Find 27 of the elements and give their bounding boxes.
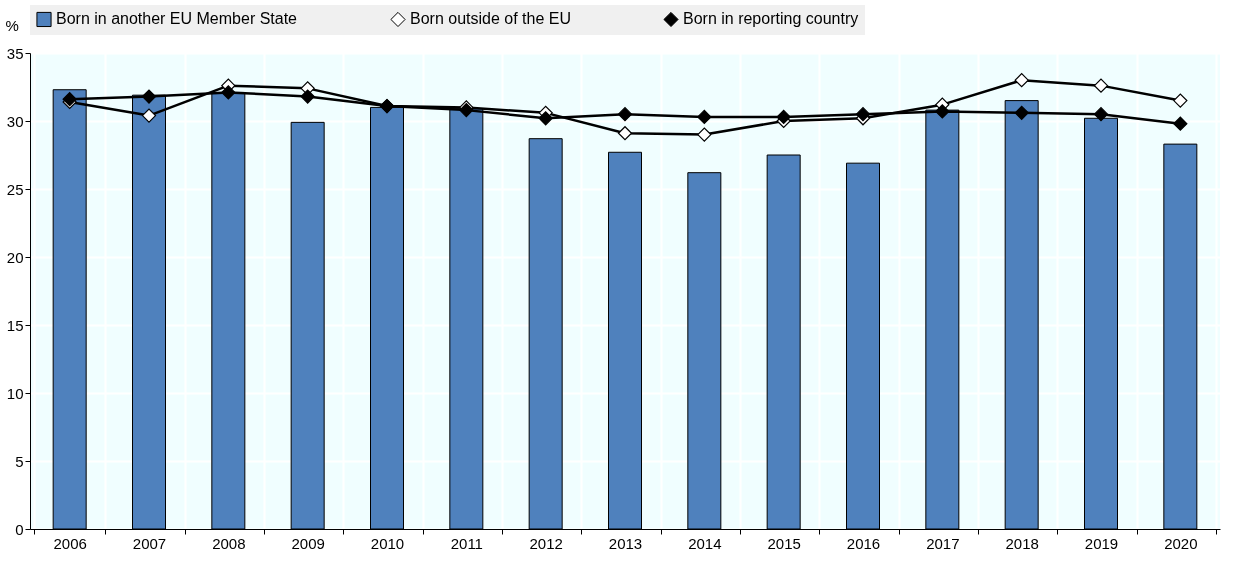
- x-tick-label: 2010: [370, 534, 405, 552]
- x-tick-label: 2008: [212, 534, 246, 552]
- y-tick-label: 0: [15, 520, 24, 538]
- x-tick-label: 2006: [53, 534, 87, 552]
- y-tick-label: 15: [6, 316, 24, 334]
- legend-label: Born in another EU Member State: [56, 10, 298, 28]
- x-tick-label: 2016: [846, 534, 881, 552]
- x-tick-label: 2011: [450, 534, 483, 552]
- x-tick-label: 2013: [608, 534, 643, 552]
- x-tick-label: 2020: [1164, 534, 1198, 552]
- y-tick-label: 10: [6, 384, 24, 402]
- x-tick-label: 2007: [132, 534, 167, 552]
- x-tick-label: 2012: [529, 534, 563, 552]
- legend-label: Born in reporting country: [683, 10, 859, 28]
- y-tick-label: 35: [6, 44, 24, 62]
- y-tick-label: 30: [6, 112, 24, 130]
- x-tick-label: 2009: [291, 534, 325, 552]
- x-tick-label: 2017: [926, 534, 960, 552]
- y-tick-label: 25: [6, 180, 24, 198]
- x-tick-label: 2014: [688, 534, 722, 552]
- legend-label: Born outside of the EU: [410, 10, 571, 28]
- y-axis-title: %: [5, 16, 19, 34]
- y-tick-label: 20: [6, 248, 24, 266]
- x-tick-label: 2019: [1084, 534, 1119, 552]
- x-tick-label: 2018: [1005, 534, 1039, 552]
- y-tick-label: 5: [15, 452, 24, 470]
- x-tick-label: 2015: [767, 534, 801, 552]
